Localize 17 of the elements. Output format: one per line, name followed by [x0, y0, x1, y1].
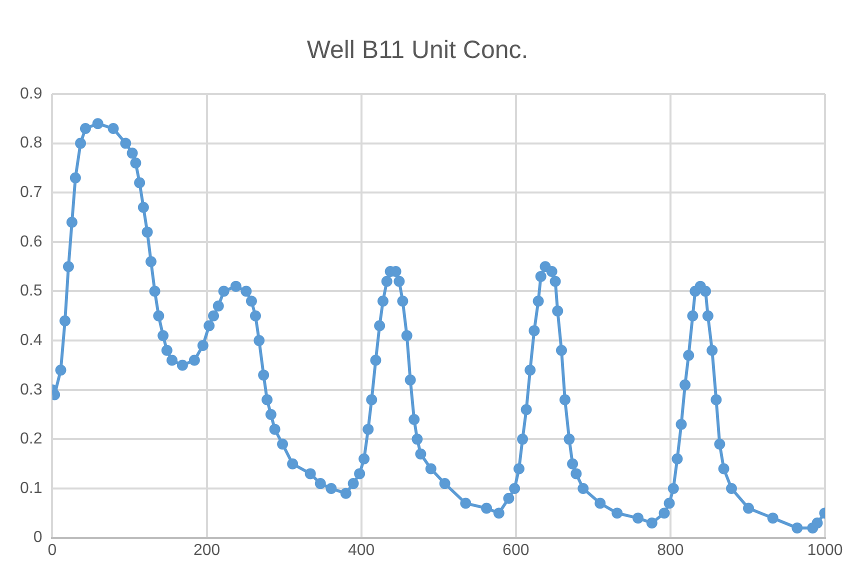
y-tick-label: 0.3 — [20, 381, 42, 398]
x-tick-label: 400 — [348, 542, 375, 559]
y-tick-label: 0.9 — [20, 85, 42, 102]
x-tick-label: 200 — [193, 542, 220, 559]
x-tick-label: 800 — [657, 542, 684, 559]
y-tick-label: 0.6 — [20, 233, 42, 250]
y-tick-label: 0.5 — [20, 282, 42, 300]
x-tick-label: 0 — [48, 542, 57, 559]
y-tick-label: 0.1 — [20, 480, 42, 497]
y-tick-label: 0 — [33, 529, 42, 546]
chart-title: Well B11 Unit Conc. — [306, 36, 528, 64]
y-tick-label: 0.4 — [20, 332, 42, 349]
x-tick-label: 1000 — [807, 542, 843, 559]
y-tick-label: 0.8 — [20, 134, 42, 152]
y-tick-label: 0.7 — [20, 184, 42, 202]
x-tick-label: 600 — [502, 542, 530, 559]
y-tick-label: 0.2 — [20, 430, 42, 448]
